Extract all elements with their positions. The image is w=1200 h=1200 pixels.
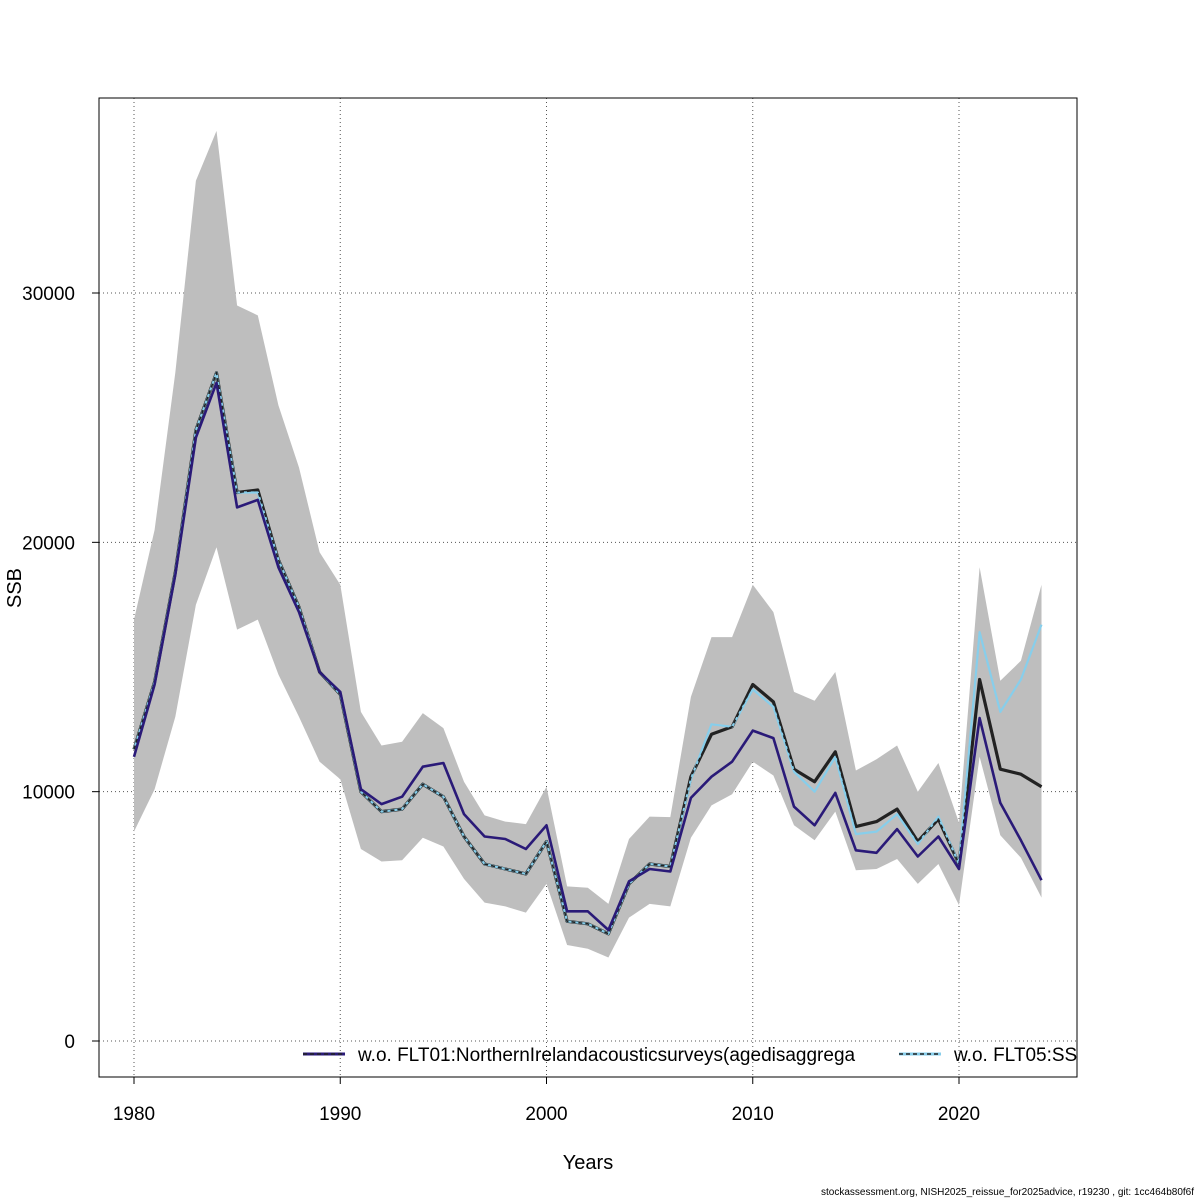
x-tick-label: 2020: [938, 1104, 980, 1125]
series-line-dashed: [133, 371, 1042, 935]
confidence-band: [134, 130, 1042, 958]
confidence-band-area: [134, 130, 1042, 958]
y-tick-label: 30000: [22, 284, 75, 305]
x-tick-label: 1980: [113, 1104, 155, 1125]
series-line-flt01: [132, 381, 1043, 932]
x-tick-label: 2010: [732, 1104, 774, 1125]
y-tick-label: 0: [64, 1032, 75, 1053]
x-tick-label: 1990: [319, 1104, 361, 1125]
y-tick-label: 20000: [22, 533, 75, 554]
series-lines: [132, 371, 1043, 936]
grid: [99, 98, 1077, 1077]
x-axis: 1980 1990 2000 2010 2020: [113, 1076, 980, 1125]
legend-flt01-label: w.o. FLT01:NorthernIrelandacousticsurvey…: [357, 1045, 856, 1066]
x-axis-title: Years: [563, 1152, 613, 1174]
y-tick-label: 10000: [22, 783, 75, 804]
legend: w.o. FLT01:NorthernIrelandacousticsurvey…: [303, 1045, 1077, 1066]
footer-credit: stockassessment.org, NISH2025_reissue_fo…: [821, 1187, 1194, 1198]
y-axis-title: SSB: [4, 568, 26, 608]
x-tick-label: 2000: [525, 1104, 567, 1125]
legend-flt05-label: w.o. FLT05:SS: [953, 1045, 1077, 1066]
y-axis: 0 10000 20000 30000: [22, 284, 100, 1053]
